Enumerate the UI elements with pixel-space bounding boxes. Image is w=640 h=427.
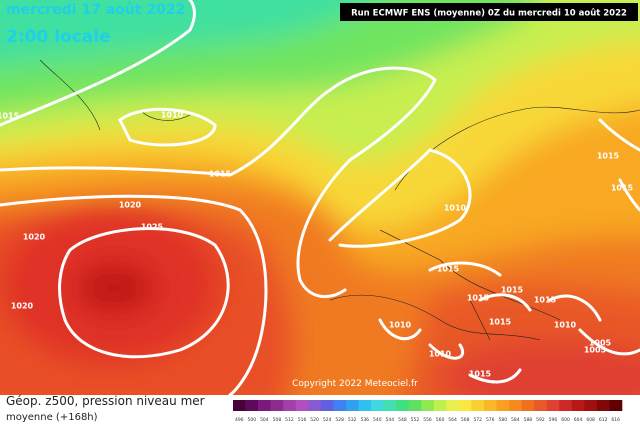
colorbar-label: 580 (498, 417, 507, 423)
footer-subtitle: moyenne (+168h) (6, 412, 98, 423)
colorbar-label: 536 (360, 417, 369, 423)
colorbar-cell (596, 400, 610, 411)
colorbar-cell (584, 400, 598, 411)
isobar-label: 1015 (0, 112, 20, 121)
isobar-label: 1025 (141, 223, 164, 232)
colorbar-cell (408, 400, 422, 411)
colorbar-cell (471, 400, 485, 411)
colorbar-label: 496 (235, 417, 244, 423)
isobar-label: 1015 (534, 296, 557, 305)
colorbar-label: 528 (335, 417, 344, 423)
colorbar-cell (446, 400, 460, 411)
isobar-label: 1020 (11, 302, 34, 311)
copyright: Copyright 2022 Meteociel.fr (292, 379, 418, 389)
colorbar-cell (333, 400, 347, 411)
colorbar-label: 500 (248, 417, 257, 423)
colorbar-cell (546, 400, 560, 411)
colorbar-label: 504 (260, 417, 269, 423)
colorbar-cell (421, 400, 435, 411)
colorbar-label: 608 (586, 417, 595, 423)
colorbar-label: 572 (473, 417, 482, 423)
isobar-label: 1010 (389, 321, 412, 330)
colorbar-label: 548 (398, 417, 407, 423)
colorbar-label: 532 (348, 417, 357, 423)
isobar-label: 1010 (161, 111, 184, 120)
colorbar-cell (283, 400, 297, 411)
colorbar-cell (396, 400, 409, 411)
colorbar-cell (521, 400, 535, 411)
colorbar-cell (458, 400, 472, 411)
colorbar-cell (496, 400, 510, 411)
colorbar-cell (433, 400, 447, 411)
colorbar-label: 564 (448, 417, 457, 423)
isobar-label: 1015 (611, 184, 634, 193)
isobar-label: 1015 (437, 265, 460, 274)
valid-date: mercredi 17 août 2022 (6, 2, 185, 18)
isobar-label: 1015 (489, 318, 512, 327)
colorbar-label: 584 (511, 417, 520, 423)
isobar-label: 1015 (597, 152, 620, 161)
colorbar-label: 540 (373, 417, 382, 423)
isobar-label: 1020 (119, 201, 142, 210)
colorbar-label: 508 (273, 417, 282, 423)
colorbar-cell (559, 400, 573, 411)
isobar-label: 1005 (589, 339, 612, 348)
colorbar-cell (534, 400, 548, 411)
isobar-label: 1015 (469, 370, 492, 379)
colorbar-cell (383, 400, 397, 411)
colorbar-cell (258, 400, 271, 411)
colorbar-label: 616 (611, 417, 620, 423)
colorbar-cell (320, 400, 334, 411)
colorbar-label: 612 (599, 417, 608, 423)
colorbar-label: 568 (461, 417, 470, 423)
run-box (340, 3, 638, 21)
colorbar-label: 592 (536, 417, 545, 423)
colorbar-label: 512 (285, 417, 294, 423)
colorbar-cell (245, 400, 259, 411)
isobar-label: 1010 (554, 321, 577, 330)
colorbar-label: 560 (436, 417, 445, 423)
isobar-label: 1010 (444, 204, 467, 213)
colorbar-cell (358, 400, 372, 411)
colorbar-label: 556 (423, 417, 432, 423)
isobar-label: 1020 (23, 233, 46, 242)
colorbar-label: 604 (574, 417, 583, 423)
colorbar-label: 544 (386, 417, 395, 423)
colorbar-cell (571, 400, 585, 411)
colorbar-label: 588 (524, 417, 533, 423)
isobar-label: 1015 (209, 170, 232, 179)
colorbar-cell (295, 400, 309, 411)
colorbar-label: 600 (561, 417, 570, 423)
colorbar-cell (270, 400, 284, 411)
local-time: 2:00 locale (6, 27, 111, 47)
colorbar-label: 524 (323, 417, 332, 423)
isobar-label: 1010 (429, 350, 452, 359)
colorbar-label: 576 (486, 417, 495, 423)
run-info: Run ECMWF ENS (moyenne) 0Z du mercredi 1… (351, 9, 627, 19)
colorbar-label: 596 (549, 417, 558, 423)
isobar-label: 1005 (584, 346, 607, 355)
colorbar-label: 552 (411, 417, 420, 423)
colorbar: 496 500 504 508 512 516 520 524 528 532 536 540 544 5… (233, 400, 623, 423)
colorbar-cell (233, 400, 246, 411)
colorbar-cell (371, 400, 384, 411)
footer-title: Géop. z500, pression niveau mer (6, 394, 205, 408)
isobar-label: 1015 (501, 286, 524, 295)
colorbar-label: 520 (310, 417, 319, 423)
colorbar-cell (308, 400, 322, 411)
colorbar-cell (609, 400, 623, 411)
colorbar-label: 516 (298, 417, 307, 423)
colorbar-cell (345, 400, 359, 411)
isobar-label: 1015 (467, 294, 490, 303)
colorbar-cell (483, 400, 497, 411)
colorbar-cell (509, 400, 522, 411)
